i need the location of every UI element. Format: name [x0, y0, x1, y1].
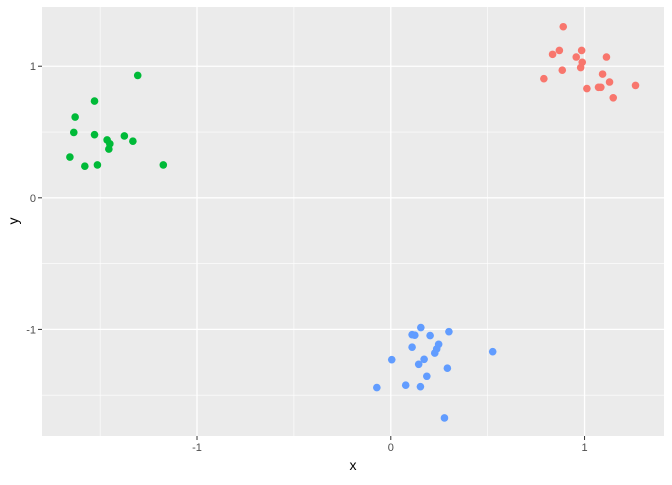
data-point: [414, 360, 423, 369]
data-point: [555, 46, 564, 55]
data-point: [572, 53, 581, 61]
data-point: [81, 162, 89, 171]
data-point: [411, 331, 419, 339]
data-point: [69, 128, 78, 137]
panel-background: [42, 7, 664, 436]
data-point: [609, 94, 618, 102]
data-point: [420, 355, 428, 364]
data-point: [426, 331, 434, 340]
y-tick-label: 1: [30, 61, 36, 73]
axes: -1 0 1 -1 0 1: [26, 61, 587, 454]
data-point: [576, 63, 585, 72]
data-point: [430, 349, 439, 357]
data-point: [416, 382, 425, 391]
data-point: [66, 153, 74, 161]
data-point: [559, 22, 568, 31]
data-point: [417, 323, 425, 332]
data-point: [548, 50, 557, 59]
data-point: [558, 66, 567, 74]
data-point: [90, 130, 99, 139]
data-point: [373, 383, 381, 392]
y-axis-label: y: [5, 218, 21, 225]
data-point: [583, 84, 591, 93]
y-tick-label: 0: [30, 193, 36, 205]
data-point: [105, 145, 113, 153]
data-point: [602, 53, 611, 61]
data-point: [598, 70, 607, 78]
data-point: [443, 364, 452, 373]
data-point: [120, 132, 129, 140]
data-point: [401, 381, 410, 390]
points: [66, 22, 640, 422]
grid: [42, 7, 664, 436]
x-tick-label: 1: [581, 442, 587, 454]
data-point: [540, 74, 548, 83]
data-point: [71, 113, 79, 121]
data-point: [129, 137, 137, 146]
data-point: [90, 97, 99, 105]
data-point: [577, 46, 586, 55]
data-point: [440, 414, 449, 422]
data-point: [387, 355, 396, 364]
data-point: [605, 78, 614, 86]
data-point: [93, 161, 102, 169]
data-point: [159, 161, 168, 169]
data-point: [423, 372, 431, 381]
x-tick-label: -1: [192, 442, 202, 454]
data-point: [445, 327, 453, 336]
y-tick-label: -1: [26, 324, 36, 336]
data-point: [408, 343, 416, 351]
data-point: [488, 347, 497, 356]
x-tick-label: 0: [388, 442, 394, 454]
x-axis-label: x: [350, 457, 357, 473]
data-point: [631, 81, 640, 90]
data-point: [133, 71, 142, 80]
data-point: [597, 83, 605, 92]
